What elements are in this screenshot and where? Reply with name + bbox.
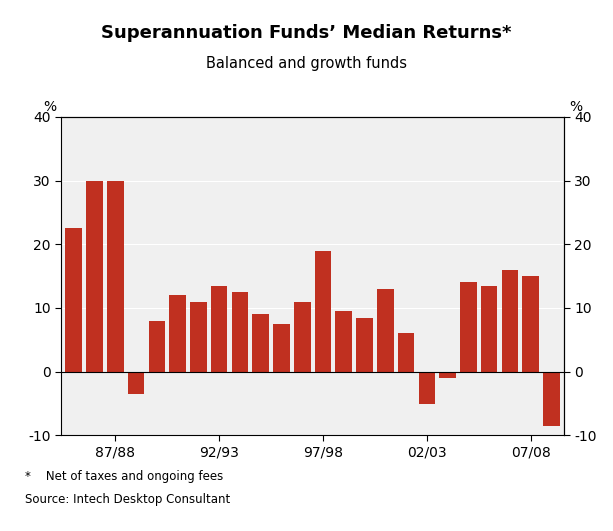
Bar [314,251,331,372]
Bar [481,286,498,372]
Bar [543,372,560,426]
Bar [190,302,207,372]
Bar [169,295,186,372]
Bar [107,181,124,372]
Bar [294,302,311,372]
Bar [377,289,394,372]
Text: Superannuation Funds’ Median Returns*: Superannuation Funds’ Median Returns* [101,24,512,42]
Bar [211,286,227,372]
Text: %: % [43,100,56,114]
Text: *    Net of taxes and ongoing fees: * Net of taxes and ongoing fees [25,470,223,483]
Bar [419,372,435,404]
Text: Balanced and growth funds: Balanced and growth funds [206,56,407,71]
Bar [460,282,477,372]
Bar [501,270,518,372]
Text: Source: Intech Desktop Consultant: Source: Intech Desktop Consultant [25,493,230,506]
Bar [128,372,145,394]
Bar [273,324,290,372]
Bar [148,321,165,372]
Bar [356,318,373,372]
Text: %: % [569,100,582,114]
Bar [232,292,248,372]
Bar [253,314,269,372]
Bar [522,276,539,372]
Bar [66,228,82,372]
Bar [398,333,414,372]
Bar [335,311,352,372]
Bar [86,181,103,372]
Bar [440,372,456,378]
